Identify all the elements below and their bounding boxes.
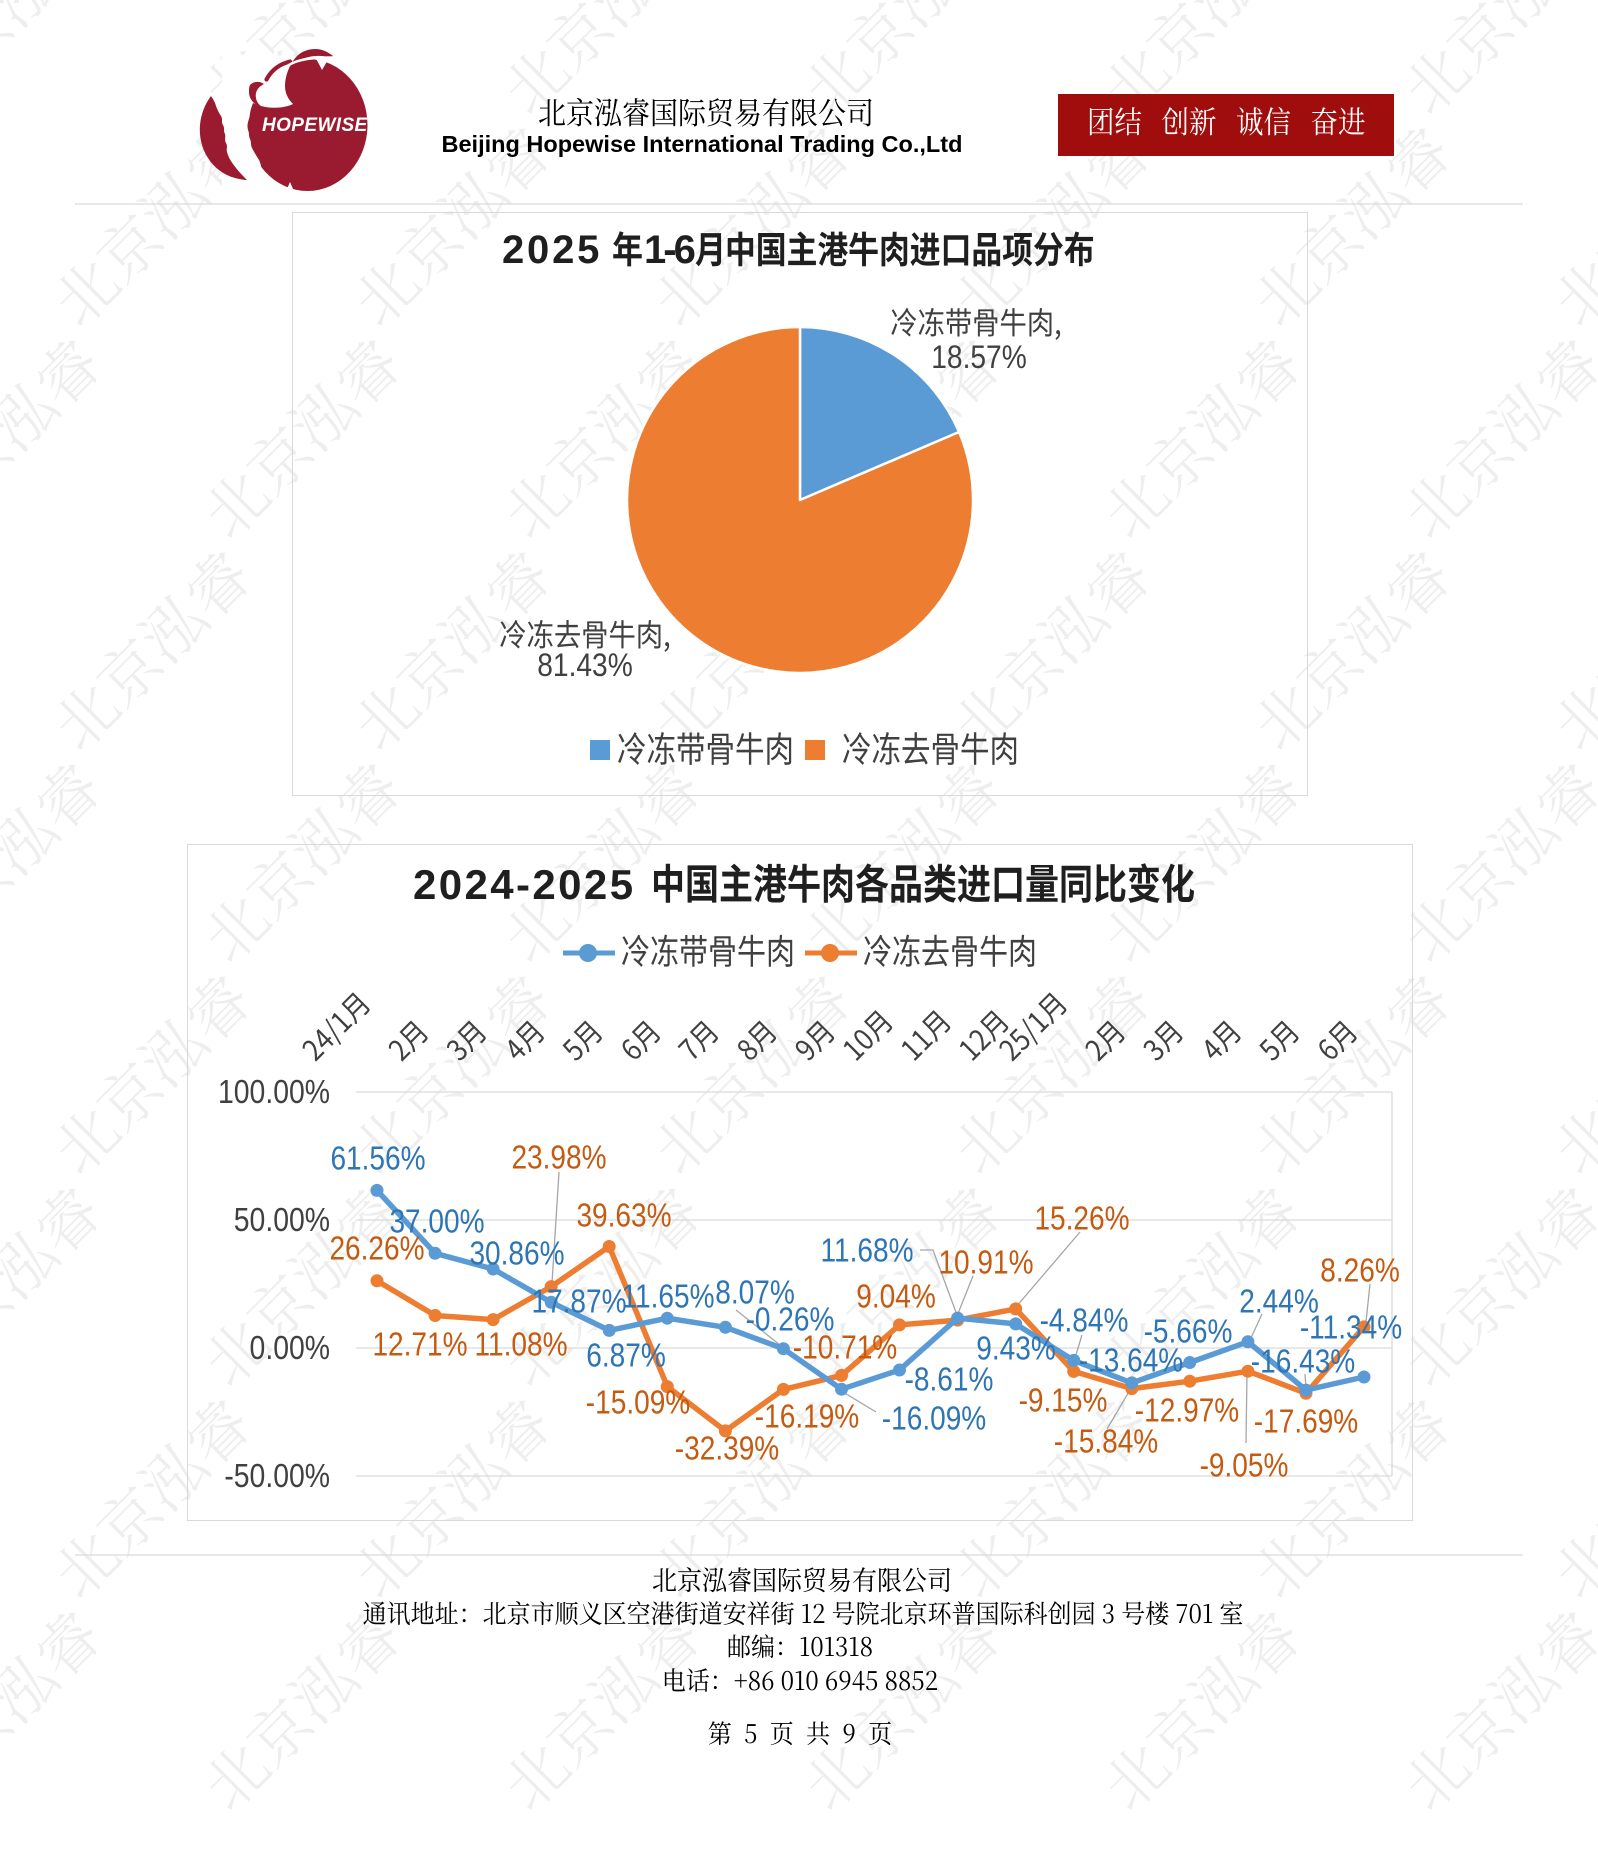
svg-text:-0.26%: -0.26% (746, 1301, 835, 1338)
svg-text:1-6: 1-6 (644, 228, 695, 272)
svg-text:2024-2025: 2024-2025 (413, 861, 635, 908)
svg-text:-5.66%: -5.66% (1144, 1313, 1233, 1350)
svg-text:2.44%: 2.44% (1239, 1283, 1318, 1320)
svg-text:30.86%: 30.86% (469, 1235, 564, 1272)
svg-text:0.00%: 0.00% (250, 1329, 330, 1367)
svg-text:23.98%: 23.98% (511, 1139, 606, 1176)
svg-text:17.87%: 17.87% (531, 1283, 626, 1320)
svg-text:50.00%: 50.00% (234, 1201, 330, 1239)
svg-text:-50.00%: -50.00% (224, 1457, 330, 1495)
svg-text:-11.34%: -11.34% (1300, 1309, 1402, 1346)
svg-text:HOPEWISE: HOPEWISE (262, 115, 369, 136)
svg-text:39.63%: 39.63% (576, 1197, 671, 1234)
svg-text:-16.43%: -16.43% (1251, 1343, 1355, 1380)
svg-text:-12.97%: -12.97% (1135, 1392, 1239, 1429)
svg-text:-9.15%: -9.15% (1019, 1382, 1108, 1419)
svg-text:15.26%: 15.26% (1034, 1200, 1129, 1237)
svg-text:-10.71%: -10.71% (793, 1329, 897, 1366)
svg-text:37.00%: 37.00% (389, 1203, 484, 1240)
svg-text:2025: 2025 (502, 228, 602, 272)
svg-text:11.08%: 11.08% (474, 1326, 567, 1363)
svg-text:61.56%: 61.56% (330, 1140, 425, 1177)
svg-text:-16.19%: -16.19% (755, 1398, 859, 1435)
svg-text:81.43%: 81.43% (537, 648, 632, 683)
svg-text:Beijing Hopewise International: Beijing Hopewise International Trading C… (442, 131, 963, 157)
svg-text:-16.09%: -16.09% (882, 1400, 986, 1437)
svg-text:8.26%: 8.26% (1320, 1252, 1399, 1289)
svg-text:100.00%: 100.00% (218, 1073, 330, 1111)
svg-text:18.57%: 18.57% (931, 340, 1026, 375)
svg-text:6.87%: 6.87% (586, 1337, 665, 1374)
svg-text:-8.61%: -8.61% (905, 1361, 994, 1398)
svg-text:-15.09%: -15.09% (586, 1384, 690, 1421)
svg-text:-13.64%: -13.64% (1079, 1342, 1183, 1379)
svg-text:12.71%: 12.71% (372, 1326, 467, 1363)
svg-text:-17.69%: -17.69% (1254, 1403, 1358, 1440)
svg-text:11.68%: 11.68% (820, 1232, 913, 1269)
svg-text:11.65%: 11.65% (621, 1278, 714, 1315)
svg-text:9.04%: 9.04% (856, 1278, 935, 1315)
svg-text:-32.39%: -32.39% (675, 1430, 779, 1467)
svg-text:-15.84%: -15.84% (1054, 1423, 1158, 1460)
svg-text:10.91%: 10.91% (938, 1244, 1033, 1281)
svg-text:8.07%: 8.07% (715, 1274, 794, 1311)
svg-text:26.26%: 26.26% (329, 1230, 424, 1267)
svg-text:-9.05%: -9.05% (1200, 1447, 1289, 1484)
svg-text:9.43%: 9.43% (976, 1330, 1055, 1367)
svg-text:-4.84%: -4.84% (1040, 1302, 1129, 1339)
